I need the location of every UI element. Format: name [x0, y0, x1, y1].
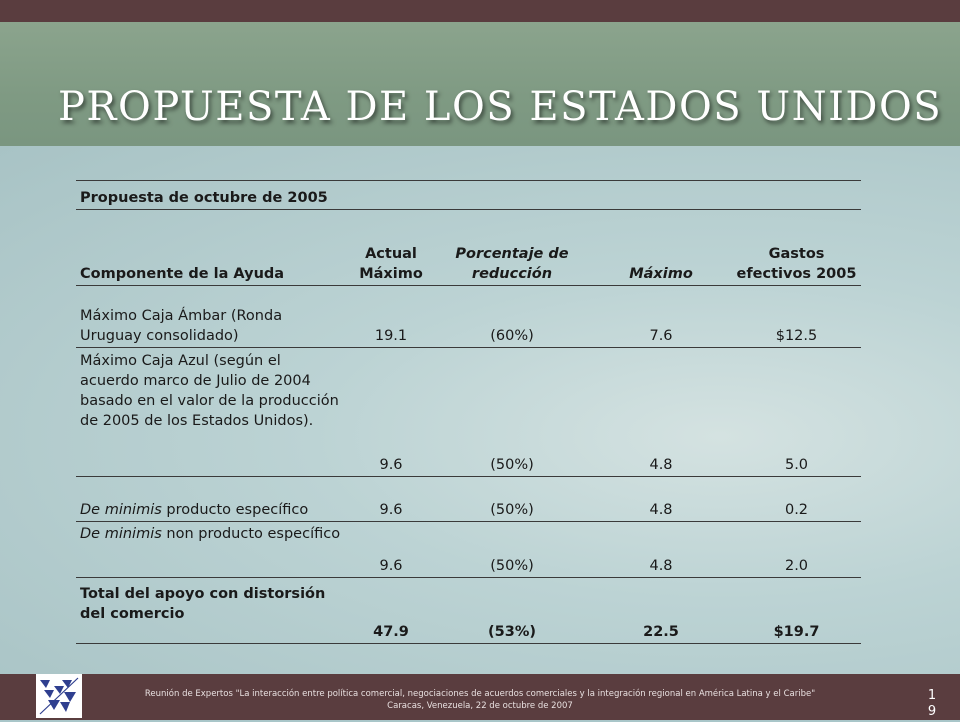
row-max: 4.8 [590, 347, 732, 477]
table-row: De minimis non producto específico 9.6 (… [76, 521, 861, 578]
bottom-band [0, 674, 960, 720]
footer-location: Caracas, Venezuela, 22 de octubre de 200… [387, 701, 573, 711]
page-number-digit-1: 1 [927, 688, 937, 703]
table-total-row: Total del apoyo con distorsión del comer… [76, 577, 861, 644]
row-reduction: (60%) [434, 285, 590, 348]
row-spent: $12.5 [732, 285, 861, 348]
row-component: De minimis producto específico [76, 476, 348, 522]
page-number-digit-2: 9 [927, 704, 937, 719]
table-row: Máximo Caja Azul (según el acuerdo marco… [76, 347, 861, 477]
row-spent: 5.0 [732, 347, 861, 477]
total-actual: 47.9 [348, 577, 434, 644]
row-component-rest: non producto específico [161, 526, 341, 542]
row-component: Máximo Caja Azul (según el acuerdo marco… [76, 347, 348, 477]
row-component-text: Máximo Caja Azul (según el acuerdo marco… [80, 353, 339, 429]
top-bar [0, 0, 960, 22]
header-actual: Actual Máximo [348, 209, 434, 286]
row-reduction: (50%) [434, 476, 590, 522]
row-component: Máximo Caja Ámbar (Ronda Uruguay consoli… [76, 285, 348, 348]
logo-graphic [39, 677, 79, 715]
row-spent: 2.0 [732, 521, 861, 578]
total-spent: $19.7 [732, 577, 861, 644]
header-component: Componente de la Ayuda [76, 209, 348, 286]
row-spent: 0.2 [732, 476, 861, 522]
table-row: De minimis producto específico 9.6 (50%)… [76, 476, 861, 522]
row-actual: 19.1 [348, 285, 434, 348]
row-reduction: (50%) [434, 521, 590, 578]
header-reduction: Porcentaje de reducción [434, 209, 590, 286]
footer-event: Reunión de Expertos "La interacción entr… [144, 689, 816, 699]
row-component-italic: De minimis [80, 502, 162, 518]
total-reduction: (53%) [434, 577, 590, 644]
table-row: Máximo Caja Ámbar (Ronda Uruguay consoli… [76, 285, 861, 348]
title-band [0, 22, 960, 146]
total-component: Total del apoyo con distorsión del comer… [76, 577, 348, 644]
row-max: 7.6 [590, 285, 732, 348]
support-table: Propuesta de octubre de 2005 Componente … [76, 180, 861, 644]
total-max: 22.5 [590, 577, 732, 644]
sela-logo [36, 674, 82, 718]
header-spent: Gastos efectivos 2005 [732, 209, 861, 286]
row-reduction: (50%) [434, 347, 590, 477]
table-caption-row: Propuesta de octubre de 2005 [76, 180, 861, 210]
row-component: De minimis non producto específico [76, 521, 348, 578]
row-component-rest: producto específico [161, 502, 309, 518]
slide-title: PROPUESTA DE LOS ESTADOS UNIDOS [58, 84, 943, 130]
row-component-italic: De minimis [80, 526, 162, 542]
row-actual: 9.6 [348, 347, 434, 477]
table-header-row: Componente de la Ayuda Actual Máximo Por… [76, 209, 861, 286]
row-actual: 9.6 [348, 521, 434, 578]
row-max: 4.8 [590, 521, 732, 578]
row-max: 4.8 [590, 476, 732, 522]
row-actual: 9.6 [348, 476, 434, 522]
table-caption: Propuesta de octubre de 2005 [76, 180, 861, 210]
header-max: Máximo [590, 209, 732, 286]
